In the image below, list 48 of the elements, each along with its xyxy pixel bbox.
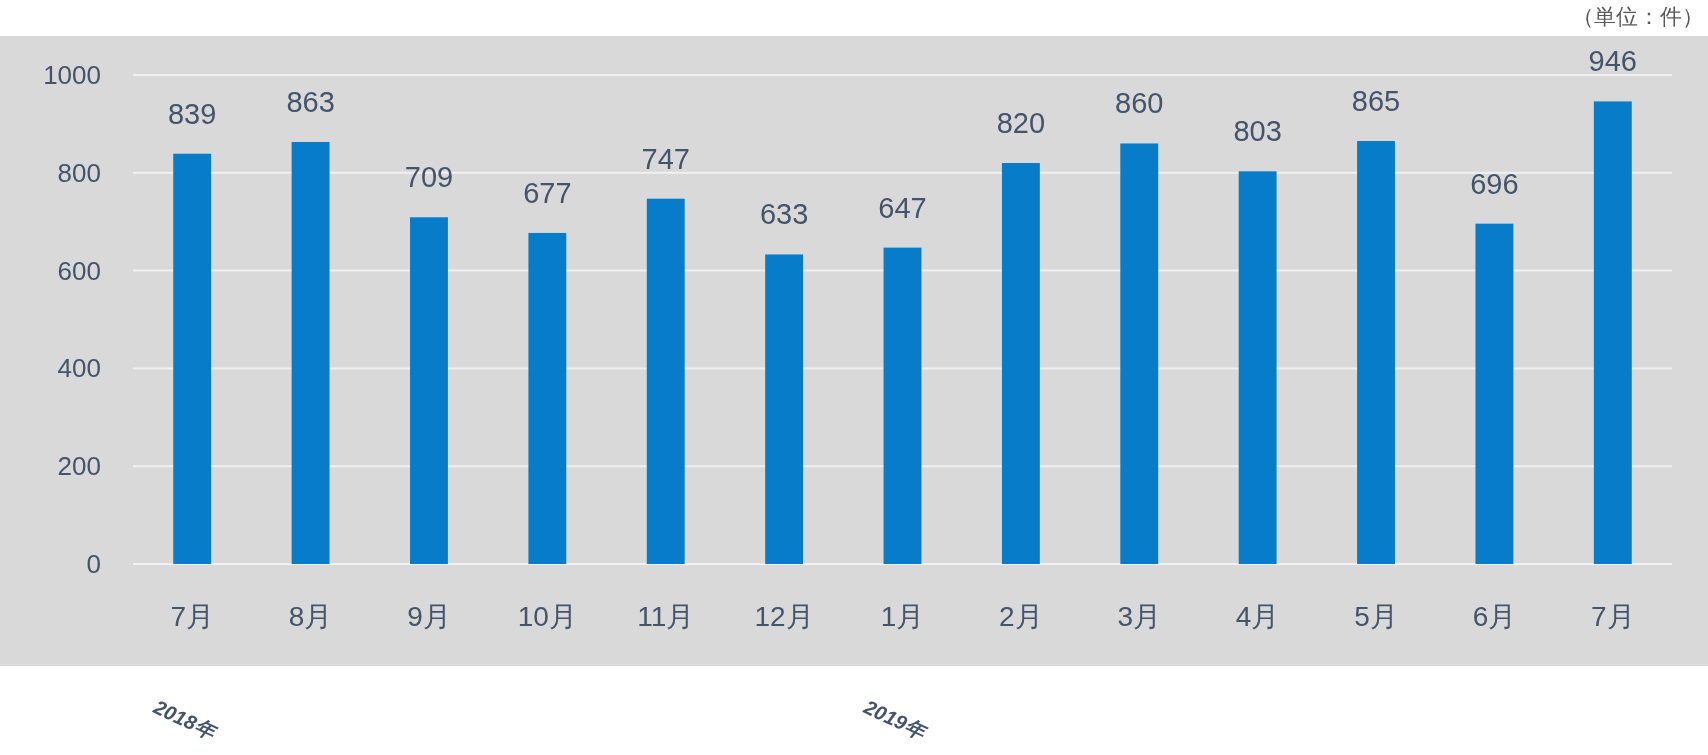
bar bbox=[1475, 223, 1514, 564]
data-label: 865 bbox=[1351, 85, 1401, 118]
data-label: 860 bbox=[1115, 87, 1164, 120]
y-tick-label: 800 bbox=[57, 157, 101, 188]
data-label: 863 bbox=[286, 85, 335, 118]
x-tick-label: 5月 bbox=[1354, 601, 1398, 632]
data-label: 839 bbox=[168, 97, 217, 130]
bar bbox=[1238, 171, 1277, 564]
y-tick-label: 200 bbox=[57, 451, 101, 482]
bar bbox=[1357, 141, 1395, 564]
bar bbox=[173, 153, 212, 564]
data-label: 633 bbox=[759, 198, 809, 231]
data-label: 803 bbox=[1233, 115, 1282, 148]
data-label: 696 bbox=[1470, 167, 1519, 200]
x-tick-label: 7月 bbox=[1591, 601, 1635, 632]
data-label: 677 bbox=[523, 176, 572, 209]
data-label: 747 bbox=[641, 142, 690, 175]
data-label: 709 bbox=[404, 161, 454, 194]
x-tick-label: 12月 bbox=[754, 601, 814, 632]
x-tick-label: 3月 bbox=[1117, 601, 1162, 632]
text: 2019年 bbox=[859, 695, 931, 744]
x-tick-label: 6月 bbox=[1472, 601, 1517, 632]
x-tick-label: 9月 bbox=[407, 601, 451, 632]
y-tick-label: 1000 bbox=[43, 60, 101, 90]
x-tick-label: 8月 bbox=[288, 601, 333, 632]
x-tick-label: 4月 bbox=[1235, 601, 1280, 632]
bar bbox=[410, 217, 448, 564]
bar bbox=[646, 198, 685, 564]
text: （単位：件） bbox=[1572, 4, 1704, 29]
bar bbox=[1593, 101, 1632, 564]
x-tick-label: 10月 bbox=[517, 601, 577, 632]
bar bbox=[291, 141, 330, 564]
x-tick-label: 7月 bbox=[170, 601, 214, 632]
data-label: 946 bbox=[1588, 45, 1637, 78]
text: 2018年 bbox=[149, 695, 221, 744]
x-tick-label: 2月 bbox=[999, 601, 1043, 632]
y-tick-label: 600 bbox=[57, 255, 101, 286]
bar bbox=[883, 247, 922, 564]
bar bbox=[765, 254, 804, 564]
y-tick-label: 0 bbox=[86, 549, 101, 579]
x-tick-label: 11月 bbox=[637, 601, 695, 632]
bar bbox=[1120, 143, 1159, 564]
x-tick-label: 1月 bbox=[880, 601, 925, 632]
bar bbox=[528, 232, 567, 564]
bar bbox=[1001, 163, 1040, 564]
data-label: 820 bbox=[996, 107, 1046, 140]
data-label: 647 bbox=[878, 191, 927, 224]
y-tick-label: 400 bbox=[57, 353, 101, 384]
